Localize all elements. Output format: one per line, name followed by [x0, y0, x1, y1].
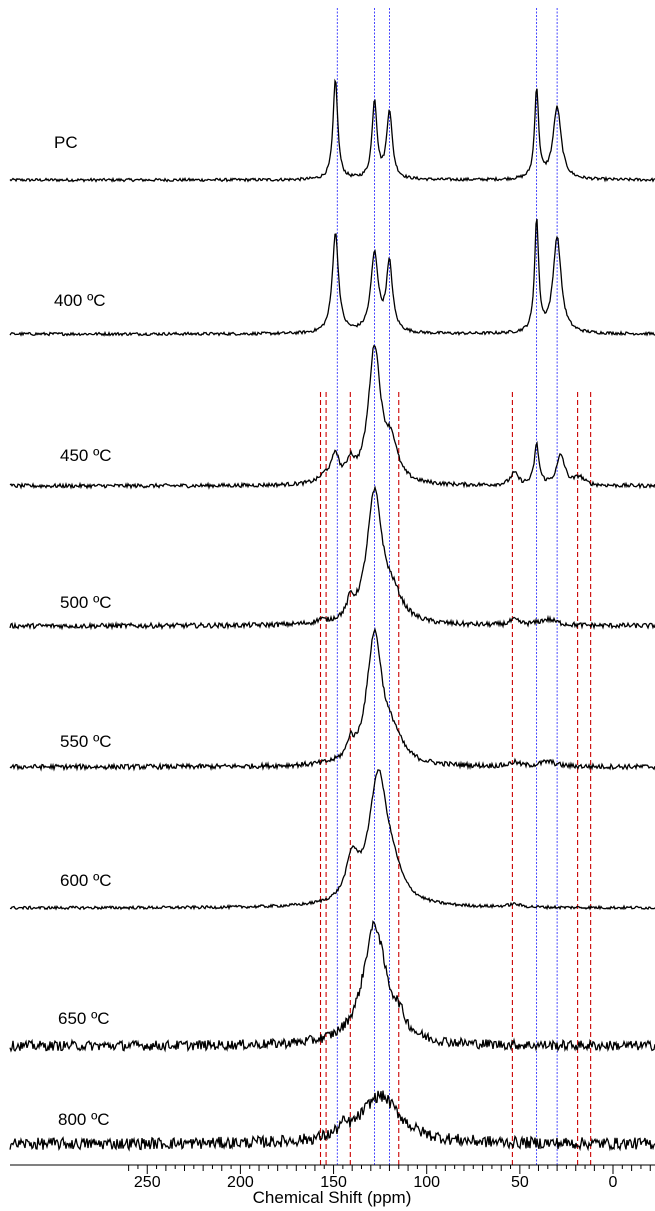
x-tick-label: 150: [320, 1174, 347, 1191]
series-label: 600 ºC: [60, 871, 112, 890]
x-tick-label: 100: [413, 1174, 440, 1191]
x-tick-label: 0: [609, 1174, 618, 1191]
series-label: 500 ºC: [60, 593, 112, 612]
spectrum-trace: [9, 769, 655, 911]
spectrum-trace: [9, 78, 655, 183]
series-label: 550 ºC: [60, 732, 112, 751]
series-labels: PC 400 ºC 450 ºC 500 ºC 550 ºC 600 ºC 650 ºC 80…: [54, 133, 112, 1129]
x-tick-label: 250: [134, 1174, 161, 1191]
spectrum-trace: [9, 218, 655, 337]
series-label: 450 ºC: [60, 446, 112, 465]
x-axis-label: Chemical Shift (ppm): [253, 1188, 412, 1207]
spectrum-trace: [9, 920, 655, 1053]
series-label: 400 ºC: [54, 291, 106, 310]
spectra-traces: [9, 78, 655, 1152]
spectrum-trace: [9, 485, 655, 631]
spectrum-trace: [9, 344, 655, 490]
x-tick-label: 50: [511, 1174, 529, 1191]
spectrum-trace: [9, 627, 655, 772]
series-label: 650 ºC: [58, 1009, 110, 1028]
reference-lines: [319, 8, 592, 1165]
x-axis: 250 200 150 100 50 0: [10, 1164, 655, 1191]
series-label: PC: [54, 133, 78, 152]
series-label: 800 ºC: [58, 1110, 110, 1129]
spectrum-trace: [9, 1090, 655, 1152]
x-tick-label: 200: [227, 1174, 254, 1191]
